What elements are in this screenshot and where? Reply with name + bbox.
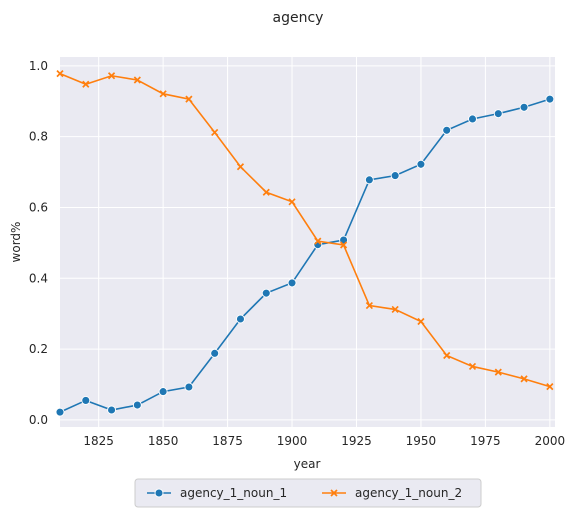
- data-point: [288, 198, 296, 206]
- data-point: [468, 362, 477, 371]
- data-point: [416, 159, 426, 169]
- data-point: [262, 188, 270, 196]
- data-point: [107, 72, 116, 80]
- data-point: [339, 241, 348, 249]
- data-point: [184, 382, 194, 392]
- series-line: [59, 72, 551, 388]
- legend-label: agency_1_noun_2: [355, 486, 462, 500]
- legend-item: agency_1_noun_2: [322, 486, 462, 500]
- data-point: [520, 375, 528, 383]
- plot-area: [60, 57, 555, 427]
- data-point: [261, 288, 271, 298]
- data-point: [211, 128, 219, 137]
- series-agency_1_noun_2: [56, 70, 554, 391]
- data-point: [81, 395, 91, 405]
- data-point: [365, 301, 373, 310]
- data-point: [390, 171, 400, 181]
- data-point: [210, 348, 220, 358]
- x-axis-ticks: 1825 1850 1875 1900 1925 1950 1975 2000: [83, 434, 565, 448]
- grid-lines: [60, 57, 555, 427]
- legend-marker: [330, 489, 338, 497]
- data-point: [82, 80, 90, 88]
- series-group: [55, 70, 555, 417]
- y-axis-ticks: 0.0 0.2 0.4 0.6 0.8 1.0: [29, 59, 48, 427]
- y-tick-label: 1.0: [29, 59, 48, 73]
- x-axis-label: year: [294, 457, 321, 471]
- data-point: [236, 163, 245, 171]
- data-point: [133, 76, 141, 84]
- legend-label: agency_1_noun_1: [180, 486, 287, 500]
- data-point: [132, 400, 142, 410]
- x-tick-label: 1850: [148, 434, 179, 448]
- legend-item: agency_1_noun_1: [147, 486, 287, 500]
- data-point: [55, 407, 65, 417]
- data-point: [442, 125, 452, 135]
- y-axis-label: word%: [9, 222, 23, 263]
- data-point: [391, 305, 399, 314]
- chart-title: agency: [273, 10, 324, 26]
- x-tick-label: 1950: [406, 434, 437, 448]
- x-tick-label: 1825: [83, 434, 114, 448]
- x-tick-label: 1900: [277, 434, 308, 448]
- x-tick-label: 1925: [341, 434, 372, 448]
- legend-marker: [154, 488, 164, 498]
- legend: agency_1_noun_1 agency_1_noun_2: [134, 478, 482, 508]
- data-point: [107, 405, 117, 415]
- data-point: [159, 90, 167, 98]
- x-tick-label: 2000: [535, 434, 566, 448]
- x-tick-label: 1875: [212, 434, 243, 448]
- y-tick-label: 0.0: [29, 413, 48, 427]
- data-point: [287, 278, 297, 288]
- data-point: [185, 95, 193, 103]
- legend-box: [134, 478, 482, 508]
- data-point: [158, 387, 168, 397]
- data-point: [56, 70, 64, 78]
- data-point: [545, 94, 555, 104]
- y-tick-label: 0.6: [29, 200, 48, 214]
- data-point: [417, 317, 425, 326]
- data-point: [494, 368, 502, 376]
- data-point: [468, 114, 477, 124]
- data-point: [443, 351, 451, 360]
- data-point: [546, 383, 554, 391]
- data-point: [519, 102, 529, 112]
- data-point: [493, 109, 503, 119]
- y-tick-label: 0.4: [29, 271, 48, 285]
- y-tick-label: 0.2: [29, 342, 48, 356]
- series-line: [59, 98, 551, 413]
- x-tick-label: 1975: [470, 434, 501, 448]
- data-point: [314, 237, 322, 245]
- data-point: [236, 314, 245, 324]
- y-tick-label: 0.8: [29, 130, 48, 144]
- series-agency_1_noun_1: [55, 94, 555, 417]
- data-point: [364, 175, 374, 185]
